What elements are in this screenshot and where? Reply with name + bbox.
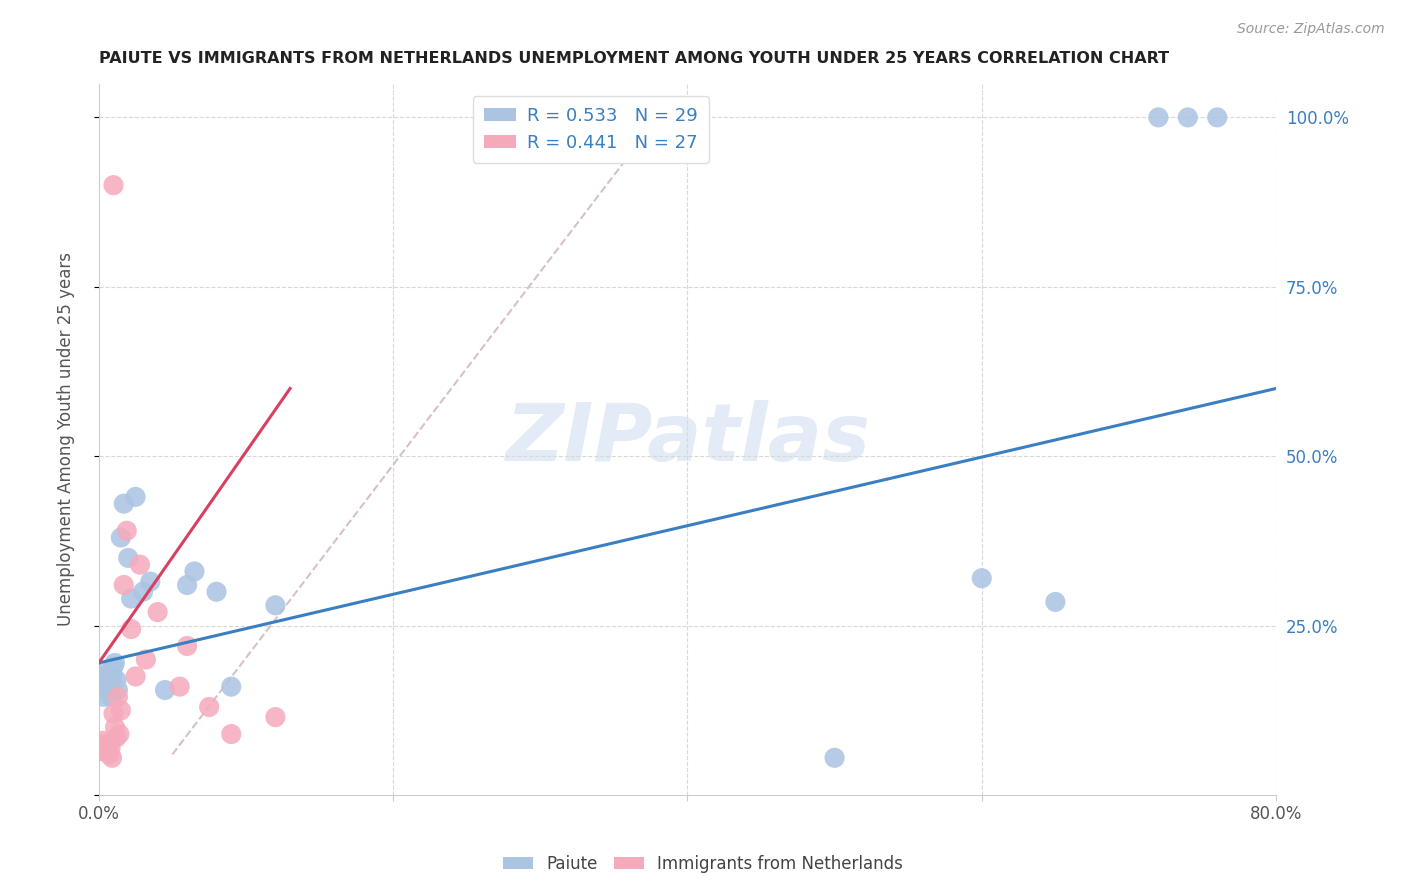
Legend: R = 0.533   N = 29, R = 0.441   N = 27: R = 0.533 N = 29, R = 0.441 N = 27 bbox=[472, 96, 709, 163]
Point bbox=[91, 690, 114, 704]
Point bbox=[132, 584, 155, 599]
Point bbox=[1147, 111, 1170, 125]
Point bbox=[107, 690, 129, 704]
Point bbox=[117, 550, 139, 565]
Point bbox=[104, 720, 127, 734]
Point bbox=[110, 531, 132, 545]
Point bbox=[146, 605, 169, 619]
Point bbox=[97, 740, 120, 755]
Point bbox=[120, 591, 142, 606]
Point bbox=[103, 659, 125, 673]
Point bbox=[219, 727, 242, 741]
Point bbox=[115, 524, 138, 538]
Point bbox=[176, 578, 198, 592]
Point bbox=[107, 683, 129, 698]
Point bbox=[100, 740, 122, 755]
Point bbox=[93, 744, 115, 758]
Point bbox=[105, 731, 128, 745]
Point bbox=[139, 574, 162, 589]
Point bbox=[100, 690, 122, 704]
Point bbox=[124, 490, 146, 504]
Point bbox=[93, 666, 115, 681]
Point bbox=[264, 710, 287, 724]
Point bbox=[97, 676, 120, 690]
Point bbox=[183, 565, 205, 579]
Point bbox=[89, 744, 111, 758]
Point bbox=[1177, 111, 1199, 125]
Point bbox=[176, 639, 198, 653]
Legend: Paiute, Immigrants from Netherlands: Paiute, Immigrants from Netherlands bbox=[496, 848, 910, 880]
Text: PAIUTE VS IMMIGRANTS FROM NETHERLANDS UNEMPLOYMENT AMONG YOUTH UNDER 25 YEARS CO: PAIUTE VS IMMIGRANTS FROM NETHERLANDS UN… bbox=[98, 51, 1168, 66]
Point bbox=[94, 737, 117, 751]
Point bbox=[108, 727, 131, 741]
Point bbox=[110, 703, 132, 717]
Point bbox=[124, 669, 146, 683]
Text: ZIPatlas: ZIPatlas bbox=[505, 401, 870, 478]
Point bbox=[104, 656, 127, 670]
Y-axis label: Unemployment Among Youth under 25 years: Unemployment Among Youth under 25 years bbox=[58, 252, 75, 626]
Point bbox=[219, 680, 242, 694]
Point bbox=[91, 734, 114, 748]
Point bbox=[101, 669, 124, 683]
Point bbox=[264, 599, 287, 613]
Point bbox=[169, 680, 191, 694]
Point bbox=[101, 751, 124, 765]
Point bbox=[129, 558, 152, 572]
Point bbox=[1045, 595, 1067, 609]
Point bbox=[90, 737, 112, 751]
Point bbox=[103, 178, 125, 193]
Point bbox=[824, 751, 846, 765]
Point bbox=[98, 683, 121, 698]
Point bbox=[1206, 111, 1229, 125]
Point bbox=[105, 673, 128, 687]
Point bbox=[970, 571, 993, 585]
Point bbox=[94, 669, 117, 683]
Point bbox=[120, 622, 142, 636]
Point bbox=[112, 578, 135, 592]
Text: Source: ZipAtlas.com: Source: ZipAtlas.com bbox=[1237, 22, 1385, 37]
Point bbox=[198, 700, 221, 714]
Point bbox=[135, 652, 157, 666]
Point bbox=[103, 706, 125, 721]
Point bbox=[153, 683, 176, 698]
Point bbox=[90, 680, 112, 694]
Point bbox=[98, 747, 121, 762]
Point bbox=[112, 497, 135, 511]
Point bbox=[89, 669, 111, 683]
Point bbox=[205, 584, 228, 599]
